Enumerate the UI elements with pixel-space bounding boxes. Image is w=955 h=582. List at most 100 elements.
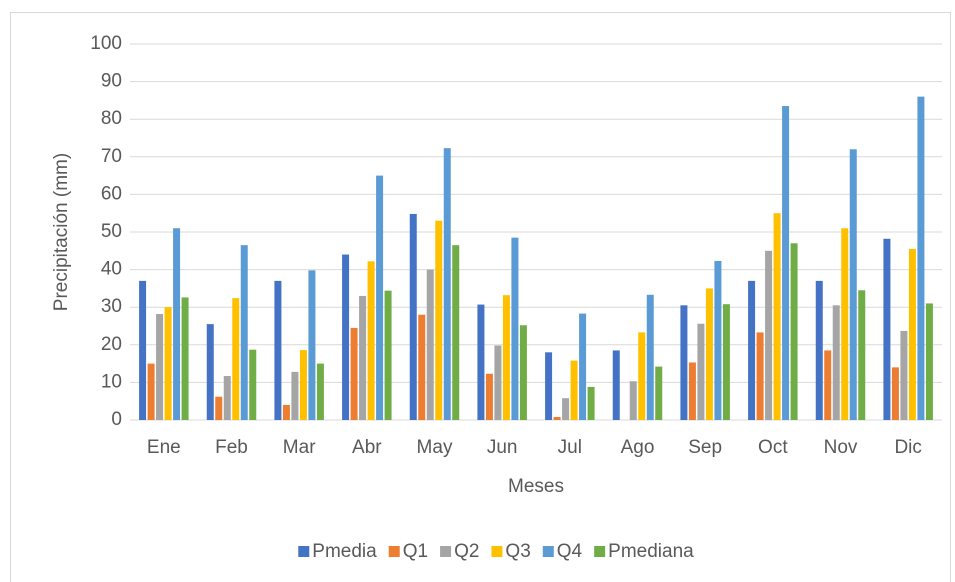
bar [359, 295, 367, 420]
bar [570, 360, 578, 420]
bar [308, 270, 316, 420]
bar [376, 175, 384, 420]
bar [646, 294, 654, 420]
chart-frame [10, 12, 951, 582]
bar [147, 363, 155, 420]
x-tick-label: Ago [621, 437, 655, 458]
bar [316, 363, 324, 420]
bar [756, 332, 764, 420]
x-tick-label: Oct [758, 437, 788, 458]
bar [841, 228, 849, 420]
bar [519, 325, 527, 420]
bar [215, 396, 223, 420]
bar [545, 352, 553, 420]
legend-swatch [298, 546, 310, 557]
bar [655, 366, 663, 420]
bar [688, 362, 696, 420]
bar [452, 245, 460, 420]
x-tick-label: Abr [352, 437, 382, 458]
bar [240, 245, 248, 420]
bar [815, 280, 823, 420]
bar [824, 350, 832, 420]
bar [291, 371, 299, 420]
bar [562, 398, 570, 420]
bar [223, 376, 231, 420]
bar [629, 381, 637, 420]
y-tick-label: 70 [101, 146, 122, 167]
bar [249, 349, 257, 420]
y-tick-label: 40 [101, 259, 122, 280]
bar [299, 350, 307, 420]
bar [511, 237, 519, 420]
bar [553, 416, 561, 420]
y-tick-label: 10 [101, 371, 122, 392]
x-tick-label: Jun [487, 437, 518, 458]
bar [638, 332, 646, 420]
y-axis-label: Precipitación (mm) [51, 153, 72, 311]
x-tick-label: Mar [283, 437, 316, 458]
bar [485, 373, 493, 420]
x-tick-label: Nov [824, 437, 858, 458]
bar [418, 314, 426, 420]
legend-label: Q1 [403, 541, 428, 562]
bar [790, 243, 798, 420]
bar [164, 307, 172, 420]
x-tick-label: Dic [894, 437, 921, 458]
bar [274, 280, 282, 420]
bar [748, 280, 756, 420]
bar [206, 324, 214, 420]
legend-label: Q2 [454, 541, 479, 562]
bar [900, 330, 908, 420]
bar [443, 148, 451, 421]
y-tick-label: 100 [90, 33, 122, 54]
bar [409, 213, 417, 420]
bar [782, 106, 790, 420]
legend-label: Q4 [557, 541, 583, 562]
bar [612, 350, 620, 420]
legend-label: Pmediana [608, 541, 694, 562]
bar [587, 386, 595, 420]
x-tick-label: May [417, 437, 453, 458]
x-axis-label: Meses [508, 476, 564, 497]
bar [858, 290, 866, 420]
bar [173, 228, 181, 420]
bar [502, 295, 510, 420]
bar [849, 149, 857, 420]
bar [435, 220, 443, 420]
bar [579, 313, 587, 420]
legend-label: Q3 [505, 541, 530, 562]
bar [139, 280, 147, 420]
bar [908, 248, 916, 420]
bar [494, 345, 502, 420]
bar [891, 367, 899, 420]
legend-label: Pmedia [312, 541, 377, 562]
bar [477, 304, 485, 420]
legend-swatch [388, 546, 400, 557]
bar [181, 297, 189, 420]
y-tick-label: 30 [101, 296, 122, 317]
bar [917, 96, 925, 420]
bar [232, 298, 240, 420]
bar [773, 213, 781, 420]
legend-swatch [440, 546, 452, 557]
bar [282, 404, 290, 420]
bar [426, 269, 434, 420]
bar [697, 323, 705, 420]
y-tick-label: 80 [101, 108, 122, 129]
legend-swatch [594, 546, 606, 557]
bar [680, 305, 688, 420]
x-tick-label: Ene [147, 437, 181, 458]
legend-swatch [542, 546, 554, 557]
x-tick-label: Jul [558, 437, 582, 458]
bar [832, 305, 840, 420]
y-tick-label: 90 [101, 71, 122, 92]
bar [722, 304, 730, 420]
bar [705, 288, 713, 420]
y-tick-label: 0 [111, 409, 122, 430]
y-tick-label: 60 [101, 183, 122, 204]
bar [156, 313, 164, 420]
bar [384, 290, 392, 420]
x-tick-label: Feb [215, 437, 248, 458]
bar [714, 260, 722, 420]
